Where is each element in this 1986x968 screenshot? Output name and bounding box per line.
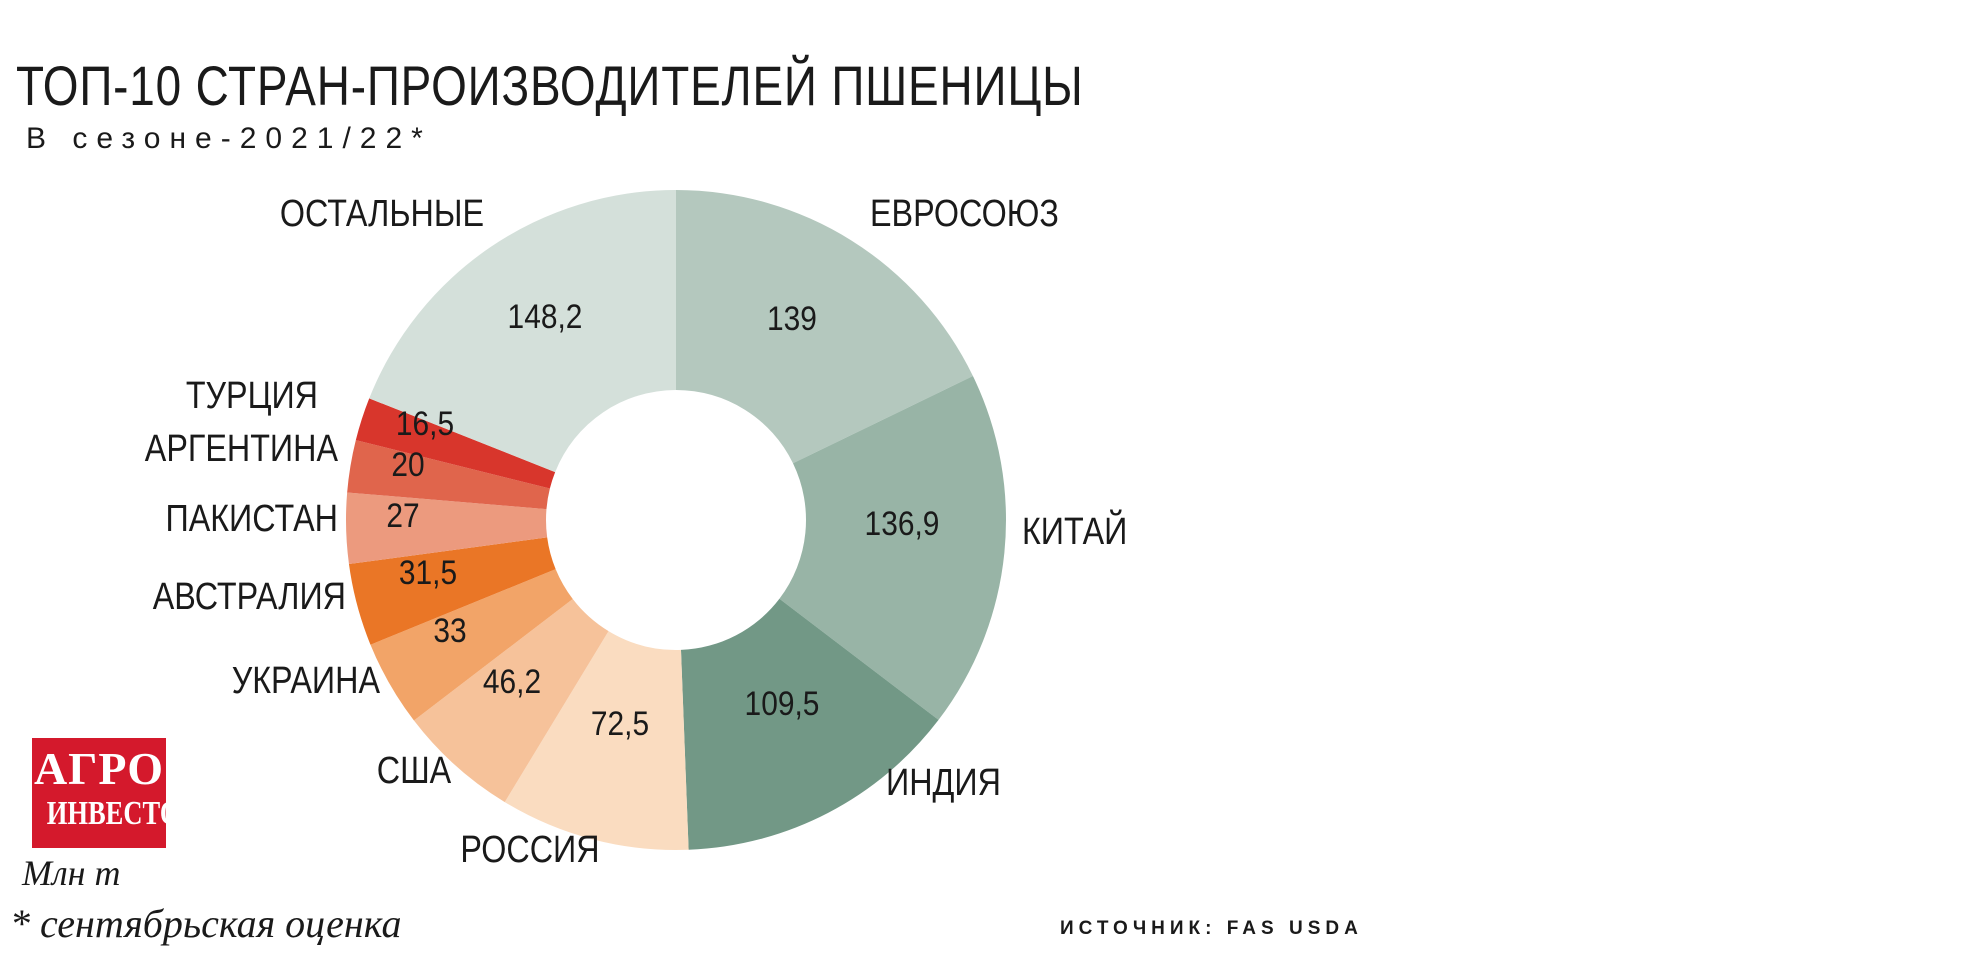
value-label-2: 136,9	[865, 504, 940, 542]
footnote: * сентябрьская оценка	[10, 901, 402, 946]
country-label-5: США	[377, 750, 452, 792]
value-label-1: 139	[767, 299, 817, 337]
value-label-4: 72,5	[591, 704, 649, 742]
chart-subtitle: В сезоне-2021/22*	[26, 122, 432, 155]
agroinvestor-logo: АГРО ИНВЕСТОР	[32, 738, 197, 848]
value-label-9: 20	[391, 445, 424, 483]
source-label: ИСТОЧНИК: FAS USDA	[1060, 918, 1363, 939]
country-label-11: ОСТАЛЬНЫЕ	[280, 193, 484, 235]
logo-line-1: АГРО	[33, 743, 165, 794]
logo-line-2: ИНВЕСТОР	[46, 795, 197, 832]
value-label-3: 109,5	[745, 684, 820, 722]
donut-slice-5	[413, 599, 609, 803]
country-label-1: ЕВРОСОЮЗ	[870, 193, 1059, 235]
country-label-10: ТУРЦИЯ	[186, 375, 318, 417]
country-label-2: КИТАЙ	[1022, 510, 1127, 553]
value-label-10: 16,5	[396, 404, 454, 442]
donut-slice-4	[504, 631, 689, 851]
country-label-3: ИНДИЯ	[886, 762, 1001, 804]
value-label-8: 27	[386, 496, 419, 534]
donut-slice-6	[370, 569, 573, 721]
country-label-7: АВСТРАЛИЯ	[153, 576, 346, 618]
country-label-9: АРГЕНТИНА	[145, 428, 339, 470]
donut-slice-8	[346, 492, 548, 565]
value-label-5: 46,2	[483, 662, 541, 700]
value-label-11: 148,2	[508, 297, 583, 335]
country-label-4: РОССИЯ	[460, 829, 599, 871]
value-label-6: 33	[433, 611, 466, 649]
donut-slice-7	[348, 537, 556, 645]
chart-title: ТОП-10 СТРАН-ПРОИЗВОДИТЕЛЕЙ ПШЕНИЦЫ	[16, 54, 1084, 117]
donut-slice-3	[680, 598, 939, 850]
units-label: Млн т	[22, 853, 121, 893]
donut-slice-2	[779, 376, 1006, 720]
donut-slice-10	[355, 398, 556, 489]
country-label-8: ПАКИСТАН	[165, 498, 338, 540]
donut-slice-11	[369, 189, 676, 473]
donut-slice-9	[347, 440, 550, 510]
country-label-6: УКРАИНА	[232, 660, 381, 702]
value-label-7: 31,5	[399, 553, 457, 591]
donut-slice-1	[676, 190, 973, 464]
